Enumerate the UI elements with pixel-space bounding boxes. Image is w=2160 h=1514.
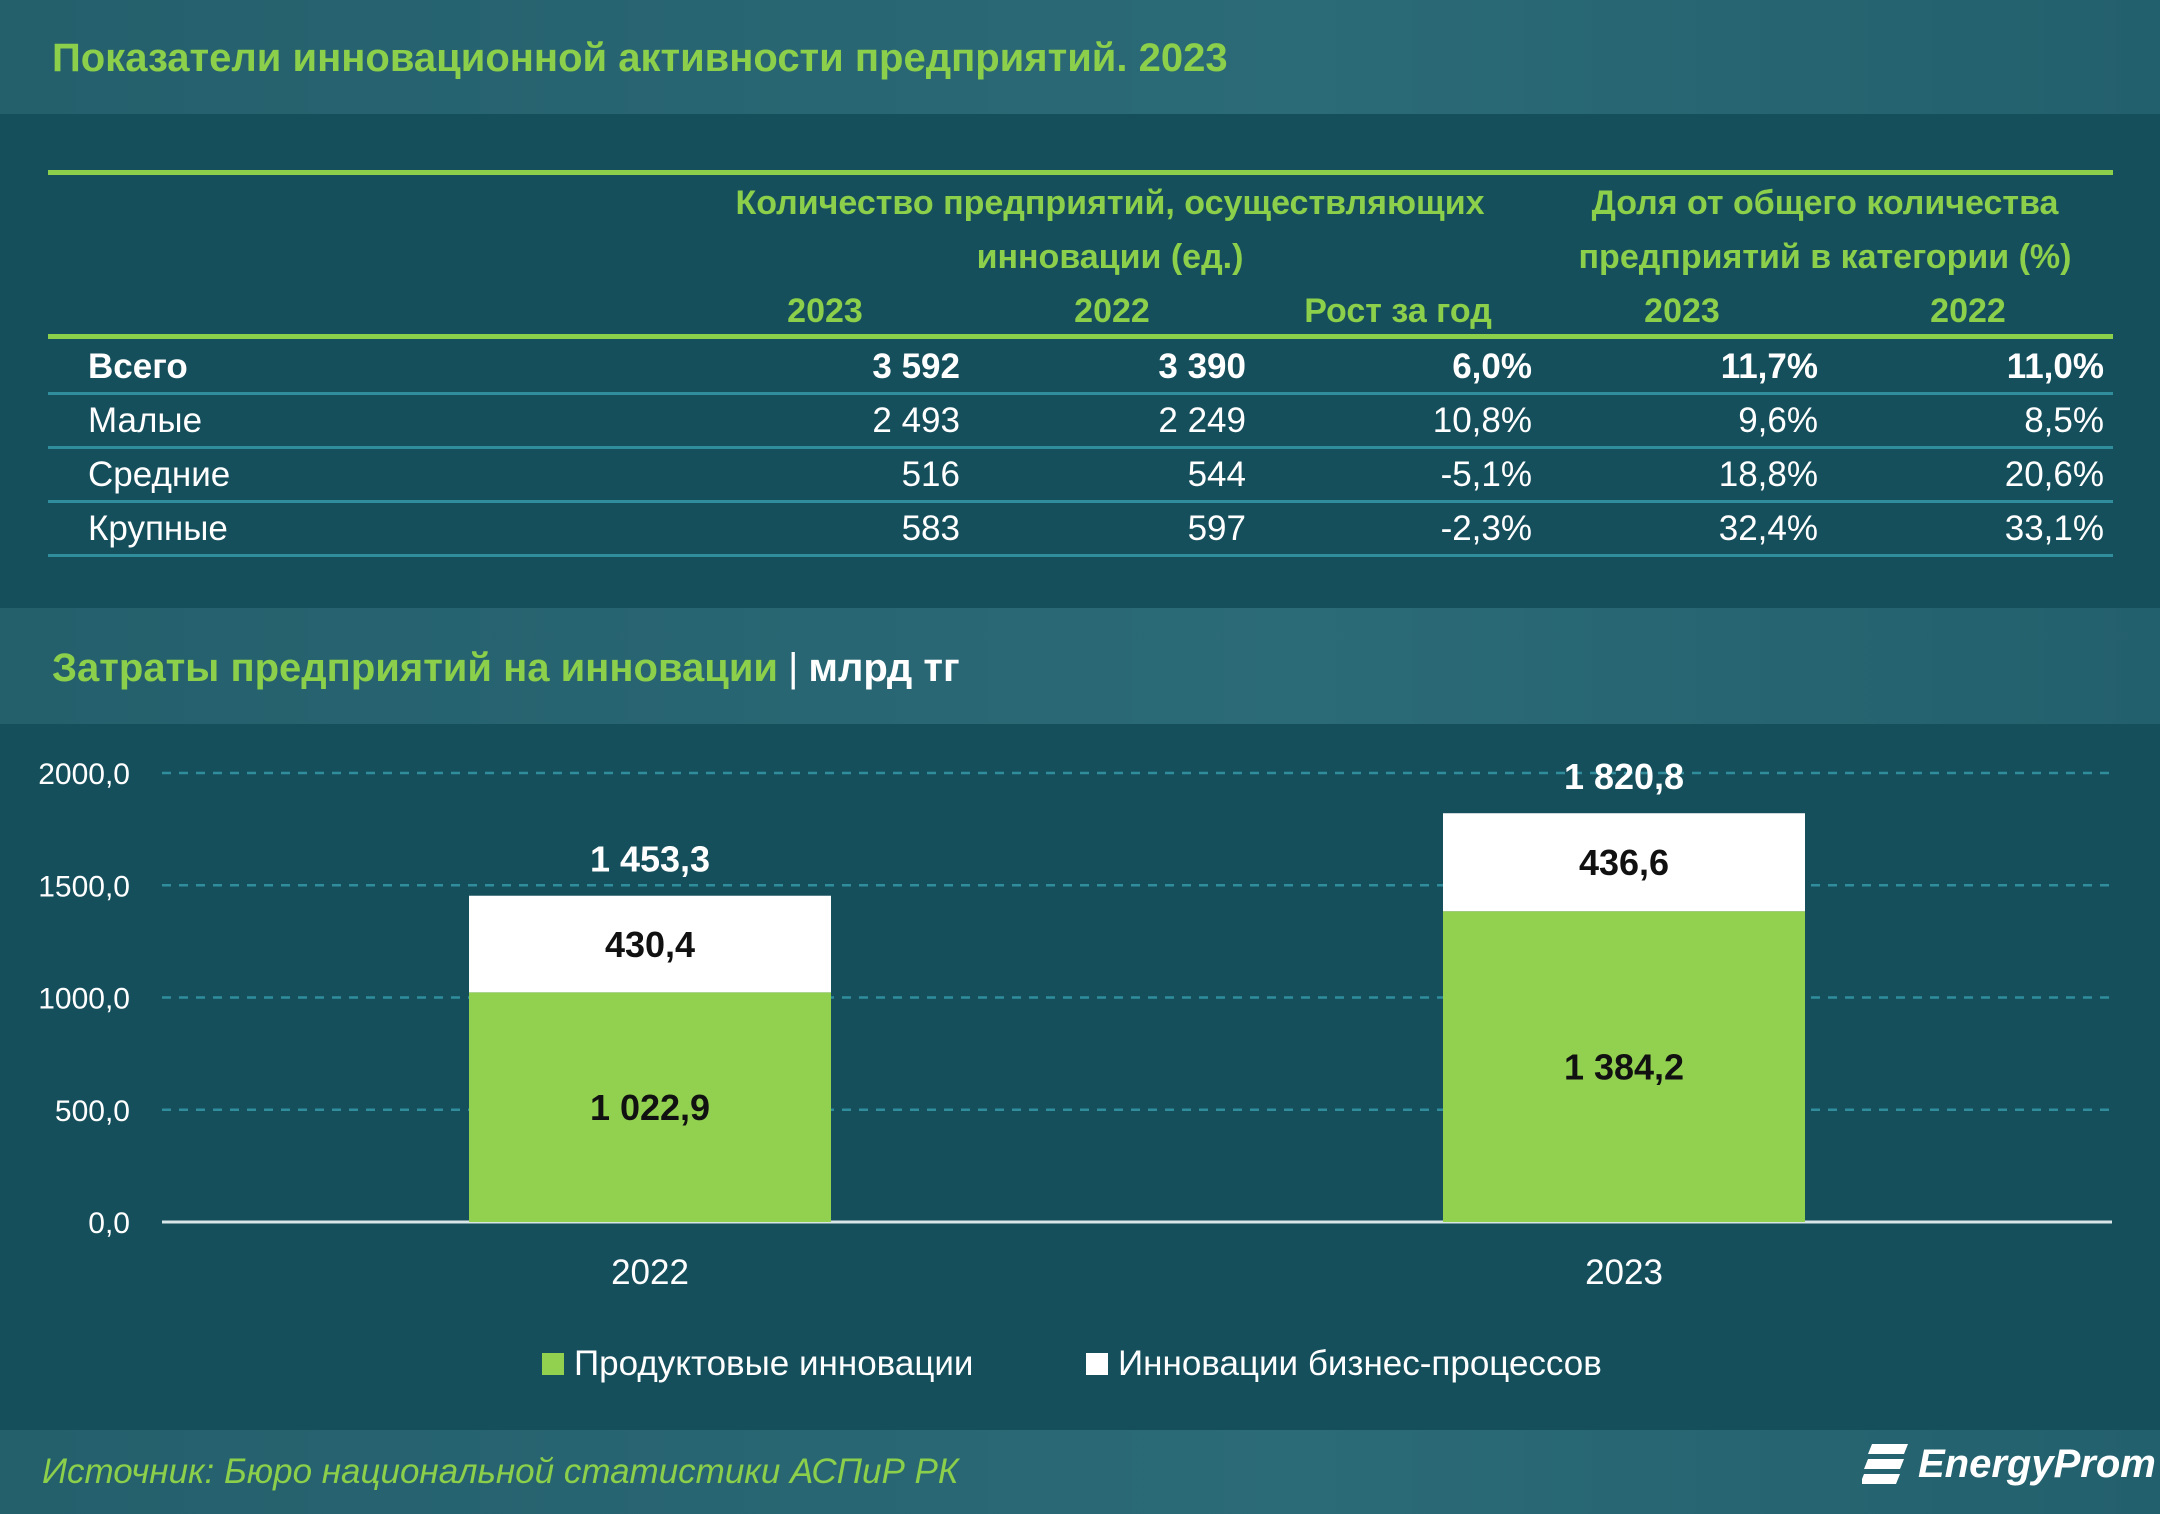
data-label: 436,6 [1579, 842, 1669, 883]
row-cell: 2 493 [872, 401, 960, 440]
row-cell: 32,4% [1718, 509, 1818, 548]
y-tick-label: 1000,0 [38, 983, 130, 1016]
row-label: Крупные [88, 509, 228, 548]
row-cell: 11,0% [2006, 347, 2104, 386]
row-cell: 544 [1187, 455, 1246, 494]
bar-segment [469, 895, 831, 993]
subheader-2022-count: 2022 [1074, 292, 1150, 330]
innovation-cost-chart: 0,0 500,0 1000,0 1500,0 2000,0 1 022,9 430,4 1 … [38, 756, 2112, 1292]
title-band [0, 0, 2160, 114]
x-tick-label: 2023 [1585, 1253, 1663, 1292]
data-label: 1 384,2 [1564, 1047, 1684, 1088]
chart-title-band [0, 608, 2160, 724]
y-tick-label: 1500,0 [38, 870, 130, 903]
bar-segment [469, 992, 831, 1222]
energyprom-logo: EnergyProm [1862, 1440, 2156, 1488]
row-label: Всего [88, 347, 188, 386]
table-header-rule [48, 334, 2113, 339]
row-cell: 10,8% [1432, 401, 1532, 440]
row-cell: 33,1% [2004, 509, 2104, 548]
group1-header-line1: Количество предприятий, осуществляющих [735, 184, 1485, 222]
y-tick-label: 2000,0 [38, 758, 130, 791]
row-label: Малые [88, 401, 203, 440]
y-tick-label: 0,0 [88, 1207, 130, 1240]
logo-text: EnergyProm [1918, 1441, 2156, 1486]
row-divider [48, 446, 2113, 449]
row-cell: 18,8% [1718, 455, 1818, 494]
total-label: 1 453,3 [590, 839, 710, 880]
legend-swatch-product [542, 1353, 564, 1375]
subheader-2023-share: 2023 [1644, 292, 1720, 330]
row-label: Средние [88, 455, 231, 494]
row-divider [48, 554, 2113, 557]
row-divider [48, 500, 2113, 503]
subheader-2022-share: 2022 [1930, 292, 2006, 330]
legend-label-process: Инновации бизнес-процессов [1118, 1344, 1602, 1383]
chart-title: Затраты предприятий на инновации | млрд тг [52, 646, 960, 691]
row-cell: 583 [901, 509, 960, 548]
row-divider [48, 392, 2113, 395]
legend-item-process: Инновации бизнес-процессов [1086, 1344, 1602, 1384]
y-tick-label: 500,0 [55, 1095, 130, 1128]
legend-label-product: Продуктовые инновации [574, 1344, 974, 1383]
table-title: Показатели инновационной активности пред… [52, 36, 1228, 80]
x-tick-label: 2022 [611, 1253, 689, 1292]
legend-item-product: Продуктовые инновации [542, 1344, 973, 1384]
chart-title-separator: | [788, 646, 799, 690]
subheader-2023-count: 2023 [787, 292, 863, 330]
logo-mark-icon [1862, 1444, 1908, 1484]
legend-swatch-process [1086, 1353, 1108, 1375]
row-cell: 9,6% [1738, 401, 1818, 440]
row-cell: 11,7% [1720, 347, 1818, 386]
data-label: 430,4 [605, 924, 695, 965]
bar-segment [1443, 911, 1805, 1222]
row-cell: 6,0% [1452, 347, 1532, 386]
row-cell: 20,6% [2004, 455, 2104, 494]
table-top-rule [48, 170, 2113, 175]
row-cell: 597 [1187, 509, 1246, 548]
group2-header-line2: предприятий в категории (%) [1578, 238, 2072, 276]
data-label: 1 022,9 [590, 1087, 710, 1128]
source-note: Источник: Бюро национальной статистики А… [42, 1452, 959, 1491]
row-cell: 3 390 [1158, 347, 1246, 386]
row-cell: -2,3% [1440, 509, 1532, 548]
subheader-growth: Рост за год [1304, 292, 1492, 330]
row-cell: -5,1% [1440, 455, 1532, 494]
row-cell: 2 249 [1158, 401, 1246, 440]
total-label: 1 820,8 [1564, 756, 1684, 797]
bar-segment [1443, 813, 1805, 912]
group1-header-line2: инновации (ед.) [976, 238, 1244, 276]
row-cell: 516 [901, 455, 960, 494]
group2-header-line1: Доля от общего количества [1591, 184, 2059, 222]
footer-band [0, 1430, 2160, 1514]
row-cell: 8,5% [2024, 401, 2104, 440]
row-cell: 3 592 [872, 347, 960, 386]
chart-title-text: Затраты предприятий на инновации [52, 646, 779, 690]
chart-unit: млрд тг [808, 646, 960, 690]
